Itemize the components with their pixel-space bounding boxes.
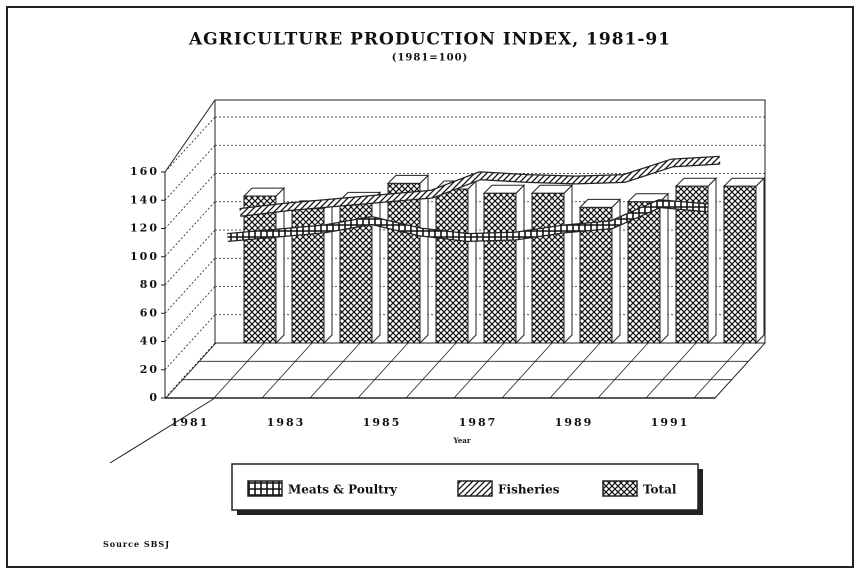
- grid-line: [164, 116, 216, 173]
- bar: [627, 201, 661, 344]
- bar-side: [563, 184, 573, 345]
- grid-line: [164, 257, 216, 314]
- floor-line: [405, 342, 457, 399]
- x-tick-label: 1981: [171, 416, 210, 429]
- bar-side: [419, 174, 429, 345]
- floor-line: [261, 342, 313, 399]
- bar-side: [371, 191, 381, 345]
- y-tick-label: 80: [140, 278, 159, 291]
- floor-line: [213, 342, 265, 399]
- bar: [243, 195, 277, 344]
- line: [239, 156, 721, 216]
- bar: [387, 182, 421, 344]
- bar-side: [755, 177, 765, 345]
- y-tick-label: 100: [130, 250, 159, 263]
- chart-subtitle: (1981=100): [392, 53, 469, 64]
- grid-line: [164, 342, 216, 399]
- legend-swatch: [457, 480, 493, 497]
- grid-line: [164, 144, 216, 201]
- floor-edge: [109, 397, 216, 464]
- line: [227, 200, 708, 241]
- floor-line: [693, 342, 745, 399]
- source-note: Source SBSJ: [103, 539, 170, 549]
- bar: [531, 192, 565, 344]
- y-tick-label: 120: [130, 222, 159, 235]
- bar: [435, 188, 469, 344]
- bar-side: [515, 184, 525, 345]
- grid-line: [164, 229, 216, 286]
- x-tick-label: 1991: [651, 416, 690, 429]
- floor-line: [357, 342, 409, 399]
- x-tick-label: 1985: [363, 416, 402, 429]
- x-axis-label: Year: [452, 436, 470, 445]
- grid-line: [164, 286, 216, 342]
- grid-line: [164, 201, 216, 258]
- left-wall-edge: [164, 99, 216, 173]
- floor-edge: [714, 342, 766, 399]
- chart-title: AGRICULTURE PRODUCTION INDEX, 1981-91: [188, 30, 671, 50]
- bar-side: [323, 199, 333, 345]
- floor-line: [645, 342, 697, 399]
- bar: [483, 192, 517, 344]
- floor-line: [597, 342, 649, 399]
- y-tick-label: 160: [130, 165, 159, 178]
- y-tick-label: 60: [140, 306, 159, 319]
- bar-side: [707, 177, 717, 345]
- x-tick-label: 1987: [459, 416, 498, 429]
- bar-side: [659, 192, 669, 345]
- legend-label: Meats & Poultry: [288, 483, 398, 497]
- y-tick-label: 140: [130, 193, 159, 206]
- y-tick-label: 40: [140, 335, 159, 348]
- bar: [675, 185, 709, 344]
- y-tick-label: 20: [140, 363, 159, 376]
- floor-line: [165, 342, 217, 399]
- legend-label: Total: [643, 483, 677, 497]
- grid-line: [164, 173, 216, 229]
- grid-line: [164, 314, 216, 371]
- x-tick-label: 1983: [267, 416, 306, 429]
- bar-side: [467, 179, 477, 345]
- legend: Meats & Poultry Fisheries Total: [231, 463, 703, 515]
- legend-label: Fisheries: [498, 483, 560, 497]
- legend-swatch: [602, 480, 638, 497]
- bar: [723, 185, 757, 344]
- floor-line: [501, 342, 553, 399]
- y-tick-label: 0: [149, 391, 159, 404]
- floor-line: [309, 342, 361, 399]
- legend-swatch: [247, 480, 283, 497]
- floor-line: [549, 342, 601, 399]
- floor-line: [453, 342, 505, 399]
- x-tick-label: 1989: [555, 416, 594, 429]
